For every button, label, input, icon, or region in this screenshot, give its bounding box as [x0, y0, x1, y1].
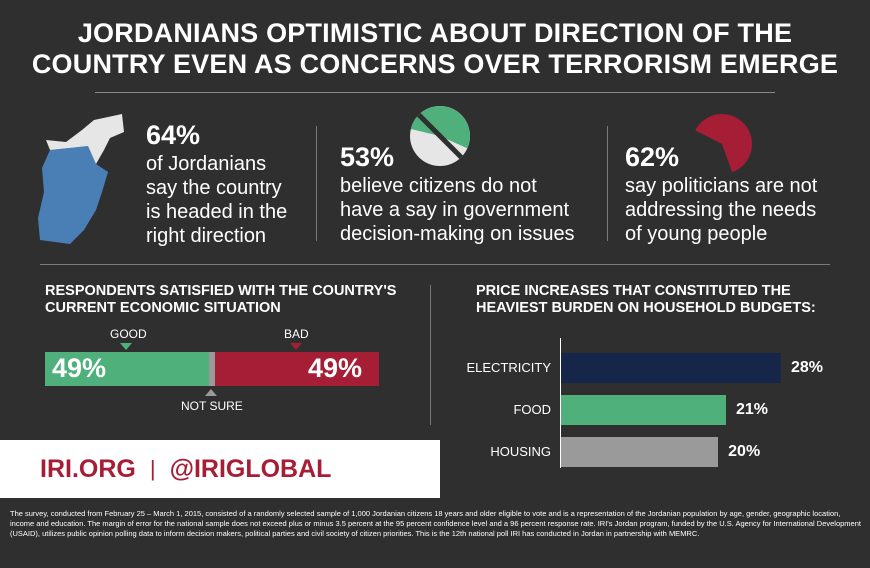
stat-separator: [316, 126, 317, 241]
stat-2-text: believe citizens do not have a say in go…: [340, 175, 575, 245]
banner-separator: |: [149, 456, 156, 481]
survey-footnote: The survey, conducted from February 25 –…: [10, 509, 861, 538]
satisfaction-segment-not-sure: [208, 352, 216, 386]
good-value-label: 49%: [52, 353, 107, 383]
social-handle-link[interactable]: @IRIGLOBAL: [169, 454, 332, 483]
page-title: JORDANIANS OPTIMISTIC ABOUT DIRECTION OF…: [0, 18, 870, 80]
burden-value-label: 28%: [791, 359, 824, 376]
title-line-2: COUNTRY EVEN AS CONCERNS OVER TERRORISM …: [31, 49, 839, 79]
satisfaction-title: RESPONDENTS SATISFIED WITH THE COUNTRY'S…: [45, 283, 397, 316]
pie-icon-62: [695, 114, 752, 173]
stat-separator: [607, 126, 608, 241]
burden-bar-housing: [561, 437, 719, 467]
burden-bar-electricity: [561, 353, 781, 383]
bad-label: BAD: [284, 327, 309, 341]
bad-value-label: 49%: [308, 353, 363, 383]
pie-icon-53: [410, 105, 471, 166]
section-separator: [430, 285, 431, 425]
notsure-pointer-icon: [205, 389, 217, 396]
burden-value-label: 20%: [728, 443, 761, 460]
title-line-1: JORDANIANS OPTIMISTIC ABOUT DIRECTION OF…: [77, 18, 793, 48]
good-label: GOOD: [110, 327, 147, 341]
satisfaction-bar: [45, 352, 379, 386]
stat-1-percent: 64%: [146, 120, 201, 150]
satisfaction-segment-good: [45, 352, 209, 386]
notsure-label: NOT SURE: [181, 399, 243, 413]
bad-pointer-icon: [290, 343, 302, 350]
title-divider: [95, 92, 775, 93]
burden-bar-food: [561, 395, 726, 425]
site-link[interactable]: IRI.ORG: [40, 454, 136, 483]
stat-2-percent: 53%: [340, 142, 395, 172]
stat-1-text: of Jordanians say the country is headed …: [146, 153, 288, 247]
good-pointer-icon: [120, 343, 132, 350]
burden-category-label: ELECTRICITY: [466, 360, 551, 375]
iri-banner: IRI.ORG | @IRIGLOBAL: [0, 440, 440, 498]
burden-category-label: HOUSING: [490, 444, 551, 459]
burden-category-label: FOOD: [513, 402, 551, 417]
burden-title: PRICE INCREASES THAT CONSTITUTED THE HEA…: [476, 283, 816, 316]
stat-3-text: say politicians are not addressing the n…: [625, 175, 818, 245]
satisfaction-segment-bad: [215, 352, 379, 386]
burden-value-label: 21%: [736, 401, 769, 418]
burden-axis: [560, 338, 561, 468]
stat-3-percent: 62%: [625, 142, 680, 172]
section-divider: [40, 264, 830, 265]
jordan-map-icon: [38, 114, 124, 244]
